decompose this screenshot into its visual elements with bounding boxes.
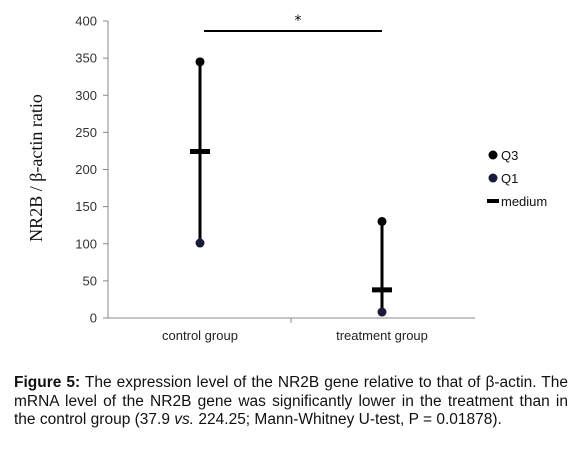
chart-axes bbox=[107, 21, 475, 323]
category-labels: control group treatment group bbox=[162, 328, 428, 343]
legend-q1-marker bbox=[488, 173, 498, 183]
y-tick-label: 150 bbox=[75, 199, 97, 214]
y-tick-label: 100 bbox=[75, 236, 97, 251]
q3-point bbox=[377, 216, 387, 226]
legend-label: medium bbox=[501, 194, 547, 209]
y-tick-label: 300 bbox=[75, 88, 97, 103]
y-tick-label: 350 bbox=[75, 51, 97, 66]
y-tick-label: 50 bbox=[83, 273, 97, 288]
caption-text-1: The expression level of the NR2B gene re… bbox=[14, 374, 568, 428]
legend-label: Q3 bbox=[501, 148, 518, 163]
chart: 0 50 100 150 200 250 300 350 400 control group tr… bbox=[26, 13, 547, 343]
caption-label: Figure 5: bbox=[14, 374, 81, 391]
category-label: treatment group bbox=[336, 328, 428, 343]
chart-marks: * bbox=[190, 13, 392, 317]
y-tick-label: 400 bbox=[75, 14, 97, 29]
median-mark bbox=[372, 287, 392, 293]
q1-point bbox=[195, 238, 205, 248]
legend-median-marker bbox=[487, 199, 499, 203]
legend-label: Q1 bbox=[501, 171, 518, 186]
category-label: control group bbox=[162, 328, 238, 343]
q3-point bbox=[195, 57, 205, 67]
q1-point bbox=[377, 307, 387, 317]
significance-star: * bbox=[295, 13, 302, 29]
y-tick-label: 0 bbox=[90, 311, 97, 326]
y-tick-label: 250 bbox=[75, 125, 97, 140]
y-ticks: 0 50 100 150 200 250 300 350 400 bbox=[75, 14, 108, 326]
caption-text-2: 224.25; Mann-Whitney U-test, P = 0.01878… bbox=[194, 411, 502, 428]
y-axis-label: NR2B / β-actin ratio bbox=[26, 94, 46, 242]
median-mark bbox=[190, 148, 210, 154]
caption-text-vs: vs. bbox=[174, 411, 195, 428]
y-tick-label: 200 bbox=[75, 162, 97, 177]
legend-q3-marker bbox=[488, 150, 498, 160]
figure-caption: Figure 5: The expression level of the NR… bbox=[14, 374, 568, 430]
legend: Q3 Q1 medium bbox=[487, 148, 547, 209]
